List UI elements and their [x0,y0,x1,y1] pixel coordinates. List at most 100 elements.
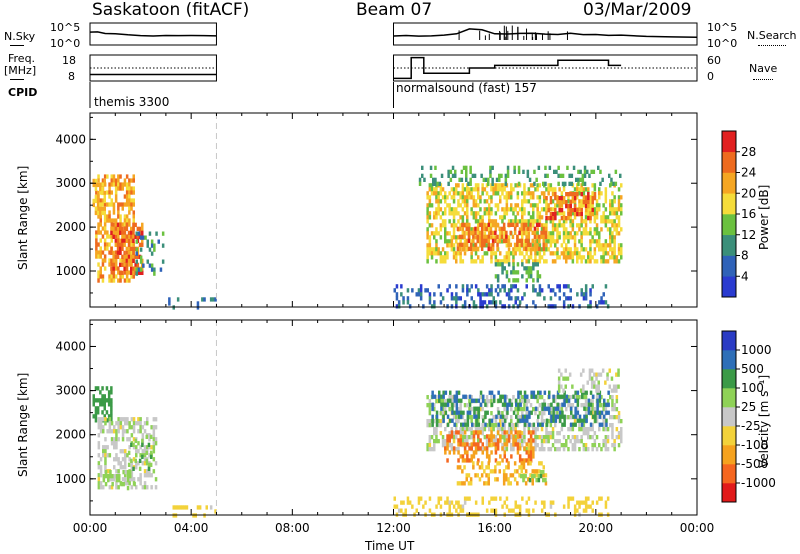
velocity-cell [152,437,156,442]
velocity-cell [518,504,522,509]
power-cell [551,235,555,240]
velocity-cell [529,473,532,478]
velocity-cell [590,380,594,385]
velocity-cell [442,394,445,399]
power-cell [532,288,535,293]
velocity-cell [611,403,614,408]
power-cell [130,246,133,251]
velocity-cell [442,418,445,423]
power-cell [110,222,113,227]
power-cell [110,278,113,283]
power-cell [527,231,531,236]
power-cell [514,207,517,212]
power-cell [507,247,511,252]
power-cell [523,199,526,204]
velocity-cell [490,418,494,423]
velocity-cell [99,457,103,462]
power-cell [613,255,616,260]
power-cell [457,199,460,204]
power-cell [613,247,616,252]
velocity-cell [592,394,595,399]
velocity-cell [452,504,456,509]
velocity-cell [488,434,491,439]
power-cell [586,169,589,174]
power-cell [446,231,449,236]
power-cell [119,226,122,231]
velocity-cell [102,453,105,458]
power-cell [112,266,115,271]
power-ytick-label: 3000 [55,176,86,190]
velocity-cell [448,395,451,400]
power-cell [437,231,440,236]
velocity-cell [172,505,175,510]
velocity-cell [119,425,123,430]
power-cell [562,200,566,205]
velocity-cell [457,438,460,443]
power-cell [456,246,460,251]
velocity-cell [602,427,605,432]
velocity-cell [134,458,137,463]
velocity-cell [572,394,575,399]
power-cell [114,190,118,195]
velocity-cell [135,449,138,454]
velocity-cell [606,427,610,432]
power-cell [554,259,557,264]
power-cell [461,215,465,220]
power-cell [106,234,109,239]
power-cell [584,284,588,289]
velocity-cell [121,457,125,462]
power-cell [556,223,559,228]
velocity-cell [104,465,107,470]
velocity-cell [449,390,452,395]
velocity-cell [130,477,134,482]
power-cell [439,227,443,232]
velocity-cell [552,414,555,419]
power-cell [587,187,590,192]
velocity-cell [502,469,506,474]
power-cell [536,243,539,248]
power-cell [591,255,594,260]
power-cell [514,215,517,220]
power-cell [426,247,429,252]
velocity-cell [102,474,106,479]
power-cell [466,284,469,289]
velocity-cell [484,402,487,407]
velocity-cell [510,419,513,424]
velocity-cell [524,481,528,486]
power-cell [573,212,577,217]
power-cell [459,239,462,244]
velocity-cell [569,439,572,444]
velocity-cell [102,445,105,450]
velocity-cell [544,478,547,483]
power-cell [435,259,438,264]
velocity-cell [559,394,562,399]
time-tick-label: 04:00 [174,521,209,535]
power-cell [481,215,484,220]
velocity-cell [501,458,504,463]
power-cell [516,195,520,200]
power-cell [580,199,583,204]
power-cell [95,250,98,255]
power-cell [581,181,585,186]
power-cell [527,199,531,204]
velocity-cell [545,435,548,440]
power-cell [529,226,532,231]
velocity-cell [528,414,531,419]
velocity-cell [538,469,541,474]
velocity-cell [94,414,98,419]
velocity-cell [470,458,473,463]
power-cell [488,231,491,236]
velocity-cell [613,415,616,420]
power-cell [521,211,524,216]
velocity-cell [525,423,528,428]
power-cell [501,304,504,309]
power-cell [433,235,436,240]
power-cell [611,247,614,252]
power-cell [101,250,105,255]
velocity-cell [135,421,138,426]
power-cell [135,259,138,264]
power-cell [466,191,469,196]
power-cell [503,215,506,220]
power-cell [480,173,483,178]
velocity-cell [485,508,489,513]
